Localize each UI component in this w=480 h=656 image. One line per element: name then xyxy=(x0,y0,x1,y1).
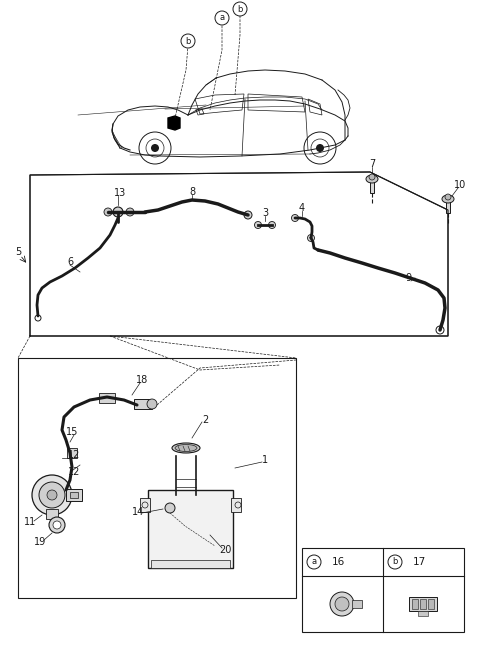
Bar xyxy=(99,393,115,403)
Text: a: a xyxy=(219,14,225,22)
Bar xyxy=(18,358,296,598)
Bar xyxy=(412,599,418,609)
Bar xyxy=(70,492,78,498)
Bar xyxy=(302,548,464,632)
Bar xyxy=(231,498,241,512)
Circle shape xyxy=(139,132,171,164)
Text: 14: 14 xyxy=(132,507,144,517)
Circle shape xyxy=(35,315,41,321)
Circle shape xyxy=(165,503,175,513)
Text: 20: 20 xyxy=(219,545,231,555)
Text: b: b xyxy=(392,558,398,567)
Text: 7: 7 xyxy=(369,159,375,169)
Circle shape xyxy=(244,211,252,219)
Circle shape xyxy=(316,144,324,152)
Bar xyxy=(151,560,230,568)
Text: b: b xyxy=(185,37,191,45)
Bar xyxy=(140,498,150,512)
Circle shape xyxy=(304,132,336,164)
Text: 1: 1 xyxy=(262,455,268,465)
Circle shape xyxy=(307,555,321,569)
Circle shape xyxy=(233,2,247,16)
Text: 18: 18 xyxy=(136,375,148,385)
Circle shape xyxy=(47,490,57,500)
Circle shape xyxy=(436,326,444,334)
Circle shape xyxy=(291,215,299,222)
Text: 12: 12 xyxy=(68,450,80,460)
Text: 19: 19 xyxy=(34,537,46,547)
Circle shape xyxy=(104,208,112,216)
Bar xyxy=(418,611,428,616)
Text: 16: 16 xyxy=(332,557,345,567)
Circle shape xyxy=(32,475,72,515)
Bar xyxy=(370,181,374,193)
Ellipse shape xyxy=(366,175,378,183)
Circle shape xyxy=(151,144,159,152)
Text: 5: 5 xyxy=(15,247,21,257)
Text: 3: 3 xyxy=(262,208,268,218)
Circle shape xyxy=(330,592,354,616)
Text: 12: 12 xyxy=(68,467,80,477)
Bar xyxy=(420,599,426,609)
Circle shape xyxy=(254,222,262,228)
Circle shape xyxy=(268,222,276,228)
Circle shape xyxy=(126,208,134,216)
Bar xyxy=(67,448,77,458)
Polygon shape xyxy=(30,172,448,336)
Text: 4: 4 xyxy=(299,203,305,213)
Circle shape xyxy=(388,555,402,569)
Circle shape xyxy=(308,234,314,241)
Text: 17: 17 xyxy=(413,557,426,567)
Circle shape xyxy=(445,194,451,200)
Bar xyxy=(446,201,450,213)
Text: 15: 15 xyxy=(66,427,78,437)
Bar xyxy=(428,599,434,609)
Ellipse shape xyxy=(175,445,197,451)
Bar xyxy=(352,600,362,608)
Bar xyxy=(46,509,58,519)
Bar xyxy=(409,597,437,611)
Text: 6: 6 xyxy=(67,257,73,267)
Circle shape xyxy=(215,11,229,25)
Circle shape xyxy=(147,399,157,409)
Polygon shape xyxy=(168,116,180,130)
Text: 11: 11 xyxy=(24,517,36,527)
Circle shape xyxy=(53,521,61,529)
Text: 2: 2 xyxy=(202,415,208,425)
Ellipse shape xyxy=(172,443,200,453)
Circle shape xyxy=(335,597,349,611)
Text: 9: 9 xyxy=(405,273,411,283)
Text: 10: 10 xyxy=(454,180,466,190)
Text: 13: 13 xyxy=(114,188,126,198)
Circle shape xyxy=(369,174,375,180)
Text: a: a xyxy=(312,558,317,567)
Text: 8: 8 xyxy=(189,187,195,197)
Bar xyxy=(148,490,233,568)
Ellipse shape xyxy=(442,195,454,203)
Bar xyxy=(66,489,82,501)
Circle shape xyxy=(39,482,65,508)
Circle shape xyxy=(49,517,65,533)
Text: b: b xyxy=(237,5,243,14)
Circle shape xyxy=(181,34,195,48)
Bar xyxy=(134,399,152,409)
Circle shape xyxy=(113,207,123,217)
